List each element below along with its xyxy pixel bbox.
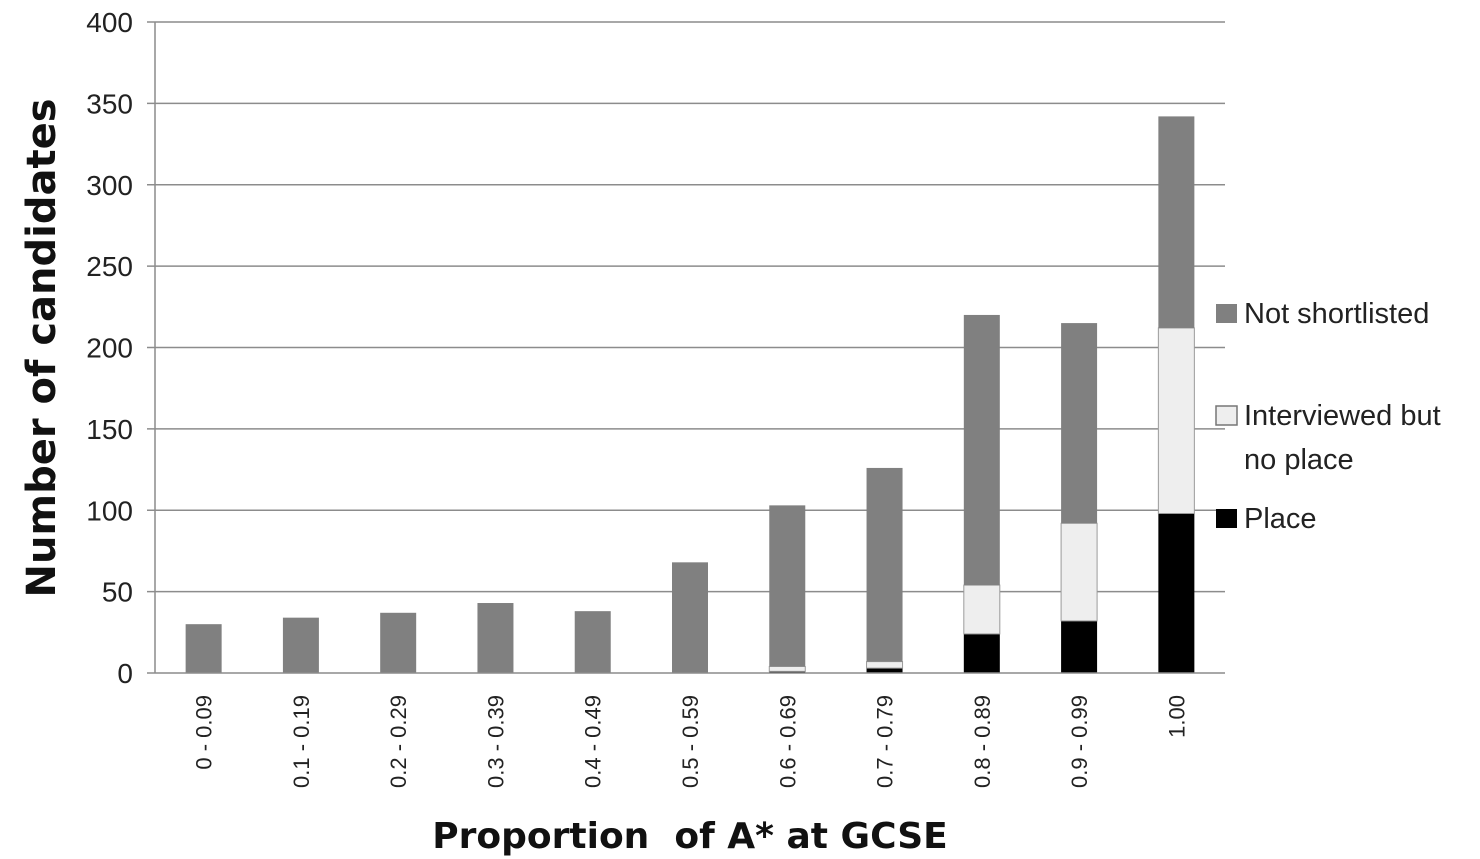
- bar-segment: [769, 505, 806, 667]
- x-tick-label: 0.7 - 0.79: [873, 695, 898, 788]
- x-tick-label: 0.4 - 0.49: [581, 695, 606, 788]
- y-tick-label: 0: [117, 658, 133, 689]
- bar-segment: [1060, 522, 1098, 622]
- y-tick-label: 100: [86, 495, 133, 526]
- bar-segment: [1157, 327, 1195, 515]
- legend-swatch: [1216, 304, 1237, 323]
- bar-segment: [185, 624, 222, 673]
- x-tick-label: 0.6 - 0.69: [775, 695, 800, 788]
- gridlines: [147, 21, 1225, 674]
- x-tick-label: 0.5 - 0.59: [678, 695, 703, 788]
- bar-segment: [769, 671, 806, 673]
- y-tick-label: 50: [102, 577, 133, 608]
- y-tick-label: 250: [86, 251, 133, 282]
- bar-segment: [1061, 620, 1098, 673]
- bar-segment: [1158, 116, 1195, 328]
- bar-segment: [866, 668, 903, 673]
- y-tick-label: 400: [86, 7, 133, 38]
- x-tick-label: 0.9 - 0.99: [1067, 695, 1092, 788]
- legend: Not shortlisted Interviewed but no place Pl…: [1215, 298, 1441, 535]
- legend-label: Not shortlisted: [1244, 298, 1429, 330]
- legend-label: Place: [1244, 503, 1317, 535]
- x-axis-tick-labels: 0 - 0.09 0.1 - 0.19 0.2 - 0.29 0.3 - 0.39 0.…: [192, 695, 1190, 788]
- y-axis-tick-labels: 0 50 100 150 200 250 300 350 400: [86, 7, 133, 689]
- bar-segment: [1158, 513, 1195, 673]
- x-tick-label: 0.2 - 0.29: [386, 695, 411, 788]
- bar-segment: [963, 584, 1001, 635]
- x-tick-label: 0 - 0.09: [192, 695, 217, 770]
- bar-segment: [574, 611, 611, 673]
- x-tick-label: 0.1 - 0.19: [289, 695, 314, 788]
- legend-label: Interviewed but: [1244, 400, 1441, 432]
- bars: [185, 116, 1195, 673]
- y-tick-label: 300: [86, 170, 133, 201]
- bar-segment: [866, 661, 904, 669]
- x-tick-label: 0.8 - 0.89: [970, 695, 995, 788]
- legend-swatch: [1215, 405, 1238, 426]
- bar-segment: [866, 467, 903, 662]
- y-tick-label: 200: [86, 333, 133, 364]
- x-tick-label: 0.3 - 0.39: [483, 695, 508, 788]
- x-tick-label: 1.00: [1164, 695, 1189, 738]
- y-axis-title: Number of candidates: [19, 98, 65, 597]
- bar-segment: [1061, 323, 1098, 524]
- bar-segment: [380, 612, 417, 673]
- bar-segment: [768, 665, 806, 672]
- bar-segment: [672, 562, 708, 673]
- bar-segment: [477, 603, 514, 673]
- legend-swatch: [1216, 509, 1237, 528]
- bar-segment: [963, 314, 1000, 586]
- bar-segment: [963, 633, 1000, 673]
- x-axis-title: Proportion of A* at GCSE: [432, 816, 947, 857]
- legend-label: no place: [1244, 444, 1354, 476]
- bar-segment: [282, 617, 319, 673]
- y-tick-label: 350: [86, 88, 133, 119]
- y-tick-label: 150: [86, 414, 133, 445]
